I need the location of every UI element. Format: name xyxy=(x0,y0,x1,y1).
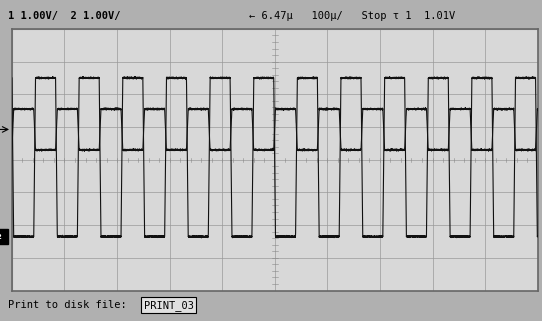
Text: 1 1.00V/  2 1.00V/: 1 1.00V/ 2 1.00V/ xyxy=(8,11,121,21)
Text: Print to disk file:: Print to disk file: xyxy=(8,300,127,310)
Text: ← 6.47µ   100µ/   Stop τ 1  1.01V: ← 6.47µ 100µ/ Stop τ 1 1.01V xyxy=(249,11,456,21)
Text: 2: 2 xyxy=(0,234,2,239)
Text: PRINT_03: PRINT_03 xyxy=(144,300,193,311)
FancyBboxPatch shape xyxy=(0,229,8,244)
